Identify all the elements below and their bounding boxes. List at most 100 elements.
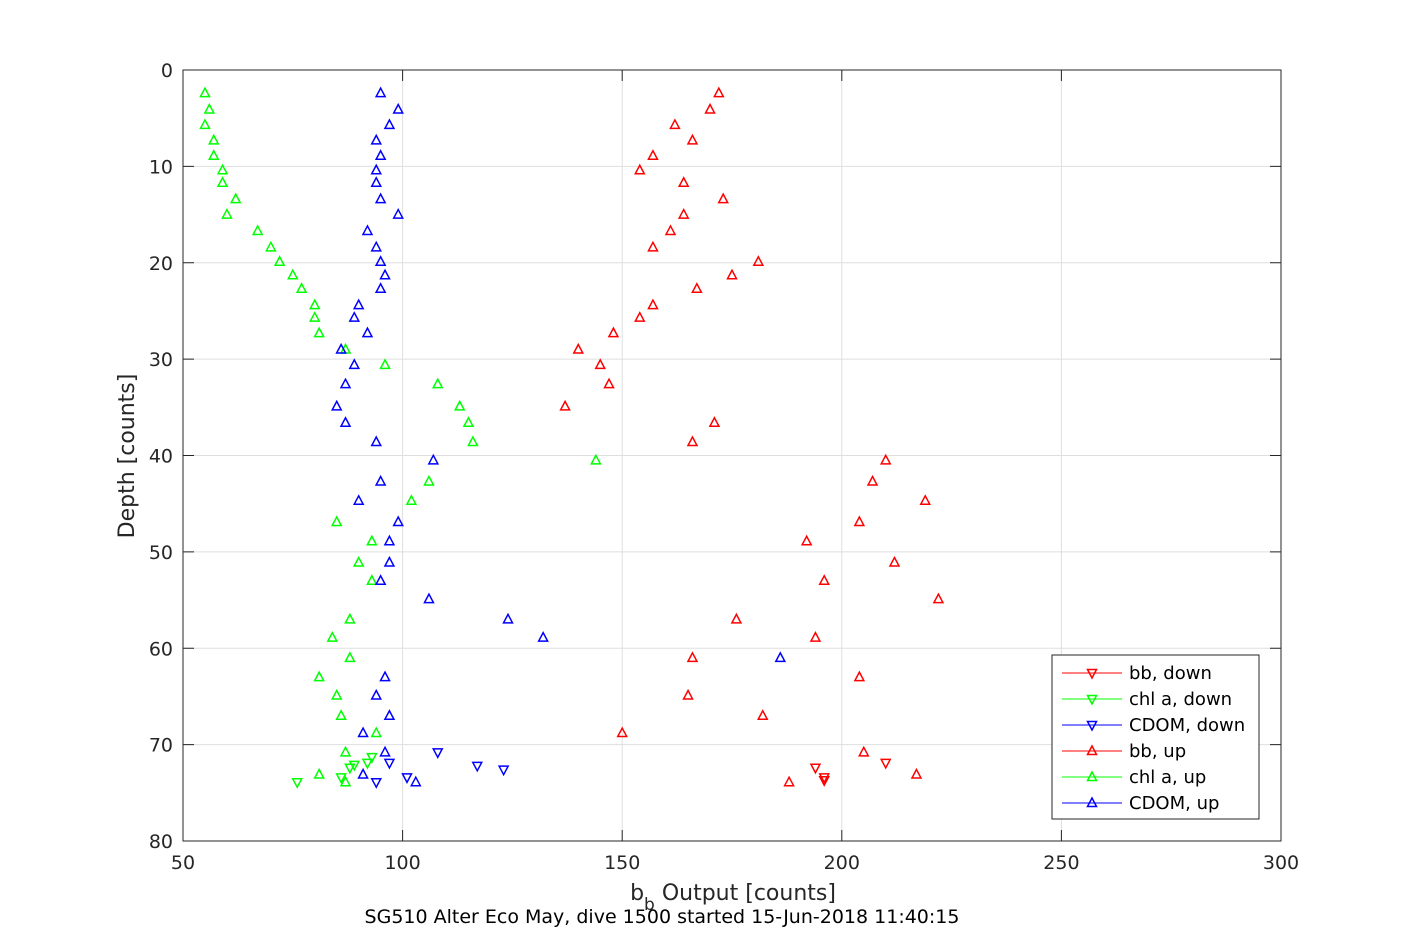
data-point <box>330 515 343 527</box>
data-point <box>879 758 892 770</box>
data-point <box>818 773 830 784</box>
data-point <box>726 268 738 280</box>
data-point <box>471 761 484 773</box>
legend-marker <box>1086 796 1098 808</box>
data-point <box>919 494 931 506</box>
data-point <box>405 494 418 506</box>
data-point <box>682 688 694 700</box>
data-point <box>361 758 374 770</box>
data-point <box>352 555 365 567</box>
y-tick-label: 60 <box>149 638 173 660</box>
data-point <box>497 765 510 777</box>
series-cdom-up <box>330 86 787 787</box>
legend-item: bb, up <box>1062 741 1186 762</box>
x-tick-label: 50 <box>171 852 195 874</box>
data-point <box>410 775 422 787</box>
data-point <box>462 416 475 427</box>
legend-marker <box>1086 668 1098 680</box>
data-point <box>910 767 923 779</box>
legend-label: chl a, up <box>1129 767 1206 788</box>
data-point <box>572 342 585 354</box>
data-point <box>207 149 220 161</box>
data-point <box>309 311 321 322</box>
data-point <box>291 777 303 789</box>
data-point <box>370 176 382 188</box>
data-point <box>383 534 396 546</box>
data-point <box>392 102 404 114</box>
legend-marker <box>1086 720 1098 732</box>
data-point <box>361 224 374 236</box>
data-point <box>853 670 866 682</box>
legend-item: bb, down <box>1062 663 1212 684</box>
data-point <box>326 631 339 642</box>
data-point <box>401 773 413 784</box>
x-tick-label: 100 <box>384 852 420 874</box>
x-tick-label: 200 <box>824 852 860 874</box>
data-point <box>339 377 352 389</box>
data-point <box>229 192 242 204</box>
data-point <box>370 240 382 252</box>
data-point <box>427 453 440 465</box>
data-point <box>379 268 391 280</box>
data-point <box>251 224 264 236</box>
data-point <box>216 163 229 175</box>
x-axis-label-rest: Output [counts] <box>655 881 836 906</box>
data-point <box>677 207 690 219</box>
data-point <box>809 763 822 775</box>
data-point <box>379 358 391 370</box>
data-point <box>339 416 352 427</box>
data-point <box>357 726 369 738</box>
data-point <box>647 298 659 310</box>
data-point <box>357 767 369 779</box>
y-tick-label: 50 <box>149 542 173 564</box>
data-point <box>348 760 361 772</box>
data-point <box>708 416 721 427</box>
data-point <box>664 224 677 236</box>
data-point <box>603 377 615 389</box>
legend-marker <box>1086 694 1098 706</box>
data-point <box>379 745 391 757</box>
data-point <box>335 773 347 784</box>
data-point <box>423 592 435 604</box>
data-point <box>339 745 352 757</box>
data-point <box>348 358 361 370</box>
legend-item: CDOM, down <box>1062 715 1245 736</box>
legend-marker <box>1086 770 1098 782</box>
data-point <box>295 282 308 294</box>
data-point <box>453 399 466 411</box>
legend-label: CDOM, up <box>1129 793 1219 814</box>
data-point <box>774 651 787 663</box>
x-axis-label-subscript: b <box>644 895 655 915</box>
data-point <box>335 709 347 720</box>
data-point <box>379 670 391 682</box>
data-point <box>221 207 233 219</box>
data-point <box>756 709 769 720</box>
data-point <box>607 326 620 338</box>
chart-title: SG510 Alter Eco May, dive 1500 started 1… <box>365 906 960 928</box>
data-point <box>783 775 795 787</box>
y-tick-label: 70 <box>149 735 173 757</box>
data-point <box>594 358 606 370</box>
data-point <box>866 474 879 486</box>
data-point <box>932 592 945 604</box>
x-tick-label: 150 <box>604 852 640 874</box>
data-point <box>370 133 382 145</box>
data-point <box>383 118 396 130</box>
data-point <box>203 102 216 114</box>
data-point <box>686 435 699 447</box>
data-point <box>199 118 211 130</box>
x-axis-label: bb Output [counts] <box>630 881 836 915</box>
legend-label: CDOM, down <box>1129 715 1245 736</box>
legend: bb, down chl a, down CDOM, down bb, up chl a… <box>1051 654 1260 820</box>
data-point <box>344 763 356 775</box>
series-bb-up <box>559 86 945 787</box>
data-point <box>809 631 822 642</box>
data-point <box>590 453 602 465</box>
data-point <box>431 377 444 389</box>
data-point <box>374 255 387 267</box>
data-point <box>344 651 356 663</box>
data-point <box>879 453 892 465</box>
x-tick-label: 250 <box>1043 852 1079 874</box>
data-point <box>313 670 325 682</box>
data-point <box>704 102 716 114</box>
